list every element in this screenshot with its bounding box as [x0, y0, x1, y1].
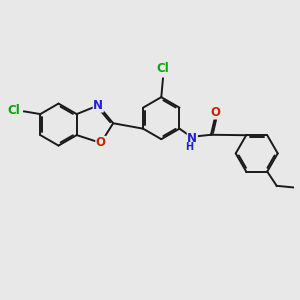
Text: H: H [186, 142, 194, 152]
Text: O: O [96, 136, 106, 149]
Text: N: N [187, 132, 197, 145]
Text: N: N [93, 99, 103, 112]
Text: O: O [211, 106, 221, 119]
Text: Cl: Cl [157, 62, 169, 75]
Text: Cl: Cl [7, 104, 20, 117]
